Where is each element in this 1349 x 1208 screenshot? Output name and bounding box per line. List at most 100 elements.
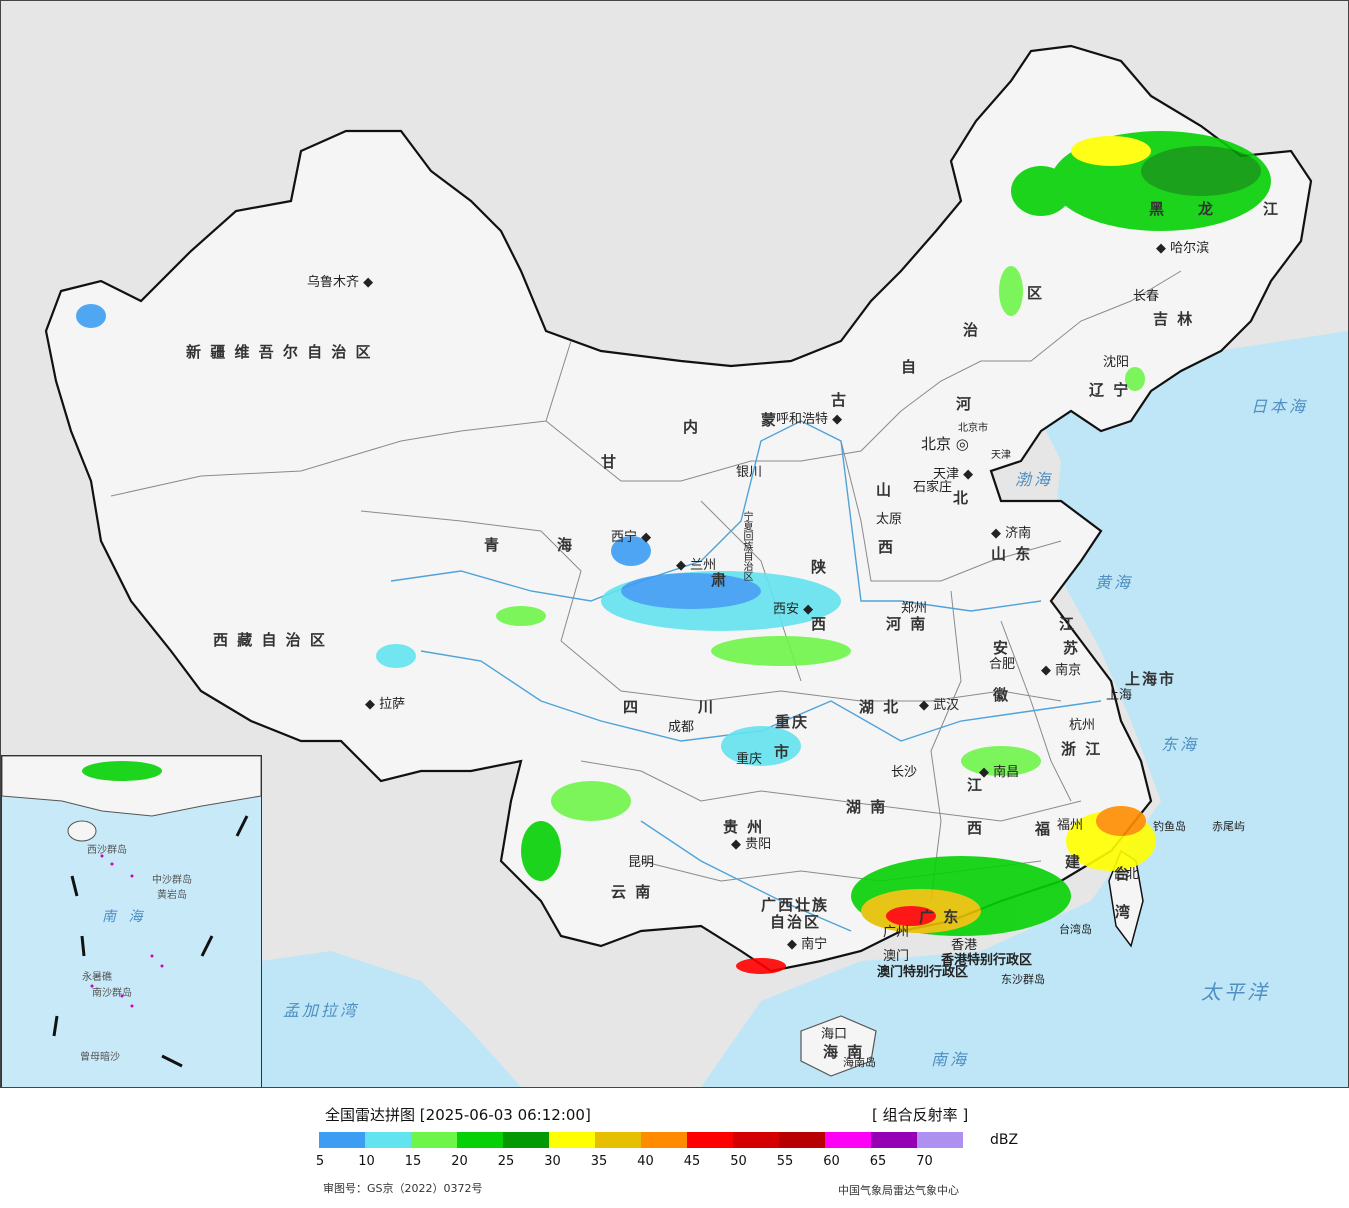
scale-tick-label: 50 bbox=[730, 1154, 747, 1169]
label-ningxia: 宁夏回族自治区 bbox=[741, 511, 752, 581]
sea-bengal: 孟加拉湾 bbox=[283, 1001, 360, 1020]
label-nmg-e: 治 bbox=[963, 321, 981, 339]
label-hainan: 海 南 bbox=[823, 1043, 865, 1061]
label-yunnan: 云 南 bbox=[611, 883, 653, 901]
label-shanghai: 上海市 bbox=[1125, 670, 1177, 688]
label-anhui-b: 徽 bbox=[993, 686, 1011, 704]
city-lanzhou: ◆ 兰州 bbox=[676, 558, 717, 573]
city-xining: 西宁 ◆ bbox=[611, 530, 652, 545]
label-hebei-b: 北 bbox=[953, 489, 971, 507]
inset-xisha: 西沙群岛 bbox=[87, 845, 127, 856]
city-changsha: 长沙 bbox=[891, 765, 918, 780]
label-hubei: 湖 北 bbox=[859, 698, 901, 716]
sea-area bbox=[701, 331, 1348, 1087]
city-hohhot: 呼和浩特 ◆ bbox=[776, 412, 843, 427]
bengal-sea bbox=[261, 951, 521, 1087]
label-guangxi-a: 广西壮族 bbox=[761, 896, 830, 914]
sea-japan: 日本海 bbox=[1251, 397, 1309, 416]
city-hefei: 合肥 bbox=[989, 657, 1016, 672]
label-qinghai-a: 青 bbox=[484, 536, 502, 554]
label-guizhou: 贵 州 bbox=[723, 818, 765, 836]
product-type: [ 组合反射率 ] bbox=[872, 1106, 969, 1124]
color-swatch bbox=[825, 1132, 871, 1148]
scale-tick-label: 70 bbox=[916, 1154, 933, 1169]
label-guangxi-b: 自治区 bbox=[770, 913, 822, 931]
label-hlj-c: 江 bbox=[1263, 200, 1281, 218]
label-zhejiang: 浙 江 bbox=[1061, 740, 1103, 758]
color-swatch bbox=[687, 1132, 733, 1148]
inset-zhongsha: 中沙群岛 bbox=[152, 875, 192, 886]
hainan-island bbox=[800, 1015, 877, 1077]
label-fujian-b: 建 bbox=[1065, 853, 1083, 871]
city-zhengzhou: 郑州 bbox=[901, 601, 928, 616]
color-swatch bbox=[595, 1132, 641, 1148]
map-title: 全国雷达拼图 bbox=[325, 1106, 416, 1124]
city-guiyang: ◆ 贵阳 bbox=[731, 837, 772, 852]
inset-south-sea: 南 海 bbox=[102, 909, 147, 925]
label-xinjiang: 新 疆 维 吾 尔 自 治 区 bbox=[186, 343, 373, 361]
city-tianjin: 天津 ◆ bbox=[933, 467, 974, 482]
scale-tick-label: 10 bbox=[358, 1154, 375, 1169]
city-chongqing: 重庆 bbox=[736, 752, 763, 767]
scale-tick-label: 60 bbox=[823, 1154, 840, 1169]
label-sichuan-b: 川 bbox=[698, 698, 716, 716]
label-jiangsu-b: 苏 bbox=[1063, 639, 1081, 657]
label-gansu-b: 肃 bbox=[711, 571, 729, 589]
label-nmg-f: 区 bbox=[1027, 284, 1045, 302]
label-jiangxi-b: 西 bbox=[967, 819, 985, 837]
label-nmg-a: 内 bbox=[683, 418, 701, 436]
label-gansu-a: 甘 bbox=[601, 453, 619, 471]
city-taipei: 台北 bbox=[1113, 867, 1140, 882]
label-chiwei: 赤尾屿 bbox=[1212, 820, 1245, 833]
scale-tick-label: 15 bbox=[404, 1154, 422, 1169]
label-nmg-b: 蒙 bbox=[761, 411, 779, 429]
label-diaoyu: 钓鱼岛 bbox=[1153, 820, 1186, 833]
city-hangzhou: 杭州 bbox=[1069, 718, 1096, 733]
scale-tick-label: 55 bbox=[776, 1154, 794, 1169]
inset-zengmu: 曾母暗沙 bbox=[80, 1052, 120, 1063]
color-swatch bbox=[917, 1132, 963, 1148]
label-nmg-c: 古 bbox=[831, 391, 849, 409]
city-haikou: 海口 bbox=[821, 1027, 848, 1042]
city-lhasa: ◆ 拉萨 bbox=[365, 697, 406, 712]
scale-tick-label: 25 bbox=[497, 1154, 515, 1169]
radar-map: 新 疆 维 吾 尔 自 治 区 西 藏 自 治 区 青 海 甘 肃 内 蒙 古 … bbox=[0, 0, 1349, 1088]
city-changchun: 长春 bbox=[1133, 289, 1160, 304]
city-taiyuan: 太原 bbox=[876, 512, 903, 527]
inset-canvas bbox=[2, 756, 261, 1068]
label-shaanxi-b: 西 bbox=[811, 615, 829, 633]
inset-nansha: 南沙群岛 bbox=[92, 988, 132, 999]
label-taiwan-b: 湾 bbox=[1115, 903, 1133, 921]
label-hainan-island: 海南岛 bbox=[843, 1056, 876, 1069]
color-swatch bbox=[503, 1132, 549, 1148]
label-tianjin-municipality: 天津 bbox=[991, 450, 1011, 461]
city-harbin: ◆ 哈尔滨 bbox=[1156, 241, 1210, 256]
city-yinchuan: 银川 bbox=[736, 465, 763, 480]
color-swatch bbox=[871, 1132, 917, 1148]
color-swatch bbox=[549, 1132, 595, 1148]
city-xian: 西安 ◆ bbox=[773, 602, 814, 617]
scale-tick-label: 30 bbox=[544, 1154, 561, 1169]
color-swatch bbox=[365, 1132, 411, 1148]
city-shenyang: 沈阳 bbox=[1103, 355, 1130, 370]
label-nmg-d: 自 bbox=[901, 358, 919, 376]
city-shanghai: 上海 bbox=[1106, 688, 1133, 703]
scale-tick-label: 35 bbox=[590, 1154, 608, 1169]
legend-panel: 全国雷达拼图 [2025-06-03 06:12:00] [ 组合反射率 ] d… bbox=[0, 1088, 1349, 1208]
label-henan: 河 南 bbox=[886, 615, 928, 633]
scale-tick-label: 20 bbox=[451, 1154, 468, 1169]
label-guangdong: 广 东 bbox=[919, 908, 961, 926]
city-hongkong: 香港 bbox=[951, 938, 978, 953]
scale-tick-label: 45 bbox=[683, 1154, 701, 1169]
label-hlj-a: 黑 bbox=[1149, 200, 1167, 218]
city-urumqi: 乌鲁木齐 ◆ bbox=[307, 275, 374, 290]
label-liaoning: 辽 宁 bbox=[1089, 381, 1131, 399]
china-land bbox=[44, 44, 1313, 973]
city-wuhan: ◆ 武汉 bbox=[919, 698, 960, 713]
label-shandong: 山 东 bbox=[991, 545, 1033, 563]
label-jiangxi-a: 江 bbox=[967, 776, 985, 794]
color-swatch bbox=[641, 1132, 687, 1148]
label-jiangsu-a: 江 bbox=[1059, 615, 1077, 633]
label-shaanxi-a: 陕 bbox=[811, 558, 829, 576]
sea-east: 东海 bbox=[1161, 735, 1200, 754]
